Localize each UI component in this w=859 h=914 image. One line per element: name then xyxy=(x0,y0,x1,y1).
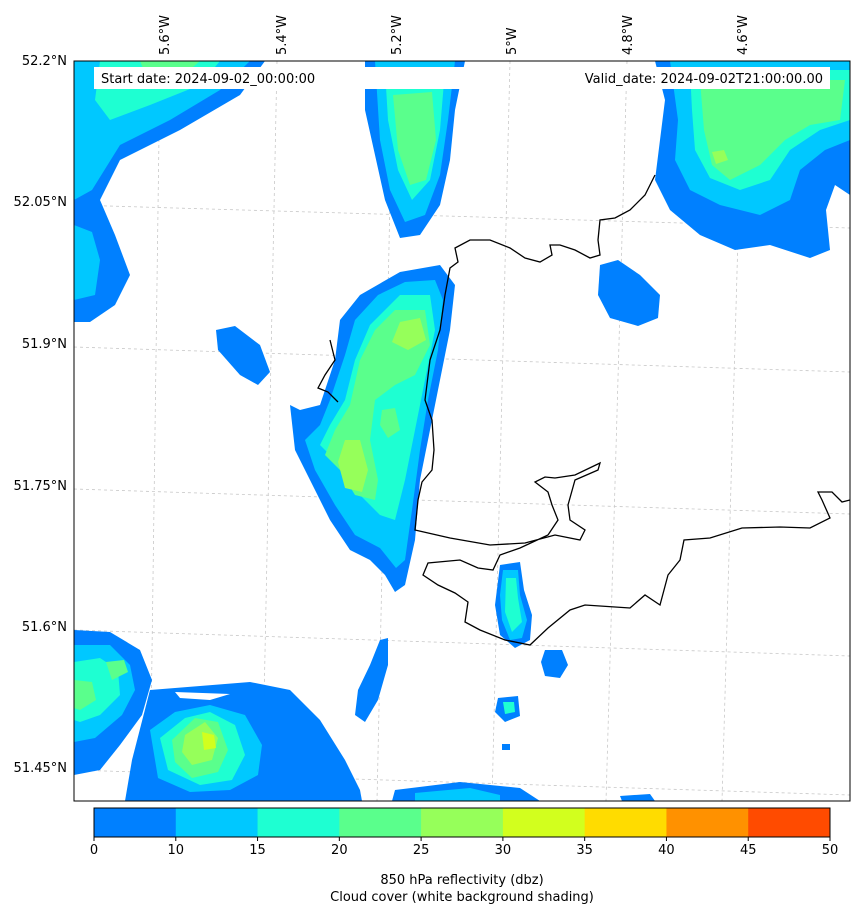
reflectivity-cell-east xyxy=(598,260,660,326)
longitude-ticks: 5.6°W 5.4°W 5.2°W 5°W 4.8°W 4.6°W xyxy=(158,15,751,55)
reflectivity-column-south xyxy=(495,562,568,750)
colorbar-bins xyxy=(94,808,831,837)
lon-tick-label: 4.8°W xyxy=(621,15,636,55)
colorbar-tick-label: 35 xyxy=(576,843,593,858)
latitude-ticks: 52.2°N 52.05°N 51.9°N 51.75°N 51.6°N 51.… xyxy=(14,54,67,776)
colorbar-bin xyxy=(257,808,340,837)
colorbar-bin xyxy=(502,808,586,837)
lon-tick-label: 5.4°W xyxy=(275,15,290,55)
colorbar-sublabel: Cloud cover (white background shading) xyxy=(330,890,594,905)
lon-tick-label: 5°W xyxy=(505,27,520,55)
reflectivity-cell-north xyxy=(365,61,465,238)
colorbar-tick-label: 40 xyxy=(658,843,675,858)
reflectivity-band-central xyxy=(290,265,455,592)
colorbar-tick-label: 25 xyxy=(413,843,430,858)
colorbar-ticks: 0 10 15 20 25 30 35 40 45 50 xyxy=(90,837,838,858)
reflectivity-cell-west xyxy=(216,326,270,385)
colorbar-frame xyxy=(93,807,831,838)
colorbar-tick-label: 20 xyxy=(331,843,348,858)
colorbar-bin xyxy=(666,808,749,837)
colorbar-bin xyxy=(175,808,259,837)
colorbar-bin xyxy=(584,808,667,837)
reflectivity-cell-south xyxy=(125,682,655,801)
colorbar-tick-label: 50 xyxy=(822,843,839,858)
colorbar-tick-label: 15 xyxy=(249,843,266,858)
valid-date-label: Valid_date: 2024-09-02T21:00:00.00 xyxy=(585,72,823,87)
map-frame xyxy=(73,60,851,802)
colorbar-tick-label: 45 xyxy=(740,843,757,858)
colorbar: 0 10 15 20 25 30 35 40 45 50 850 hPa reflectivity… xyxy=(90,807,838,905)
colorbar-bin xyxy=(421,808,504,837)
reflectivity-cell-northeast xyxy=(655,61,850,258)
valid-date-box: Valid_date: 2024-09-02T21:00:00.00 xyxy=(530,67,830,89)
start-date-box: Start date: 2024-09-02_00:00:00 xyxy=(94,67,472,89)
coastline xyxy=(317,174,850,646)
colorbar-label: 850 hPa reflectivity (dbz) xyxy=(380,873,543,888)
lon-tick-label: 4.6°W xyxy=(736,15,751,55)
colorbar-bin xyxy=(339,808,422,837)
lon-tick-label: 5.6°W xyxy=(158,15,173,55)
lat-tick-label: 51.75°N xyxy=(14,479,67,494)
colorbar-bin xyxy=(94,808,177,837)
lon-tick-label: 5.2°W xyxy=(390,15,405,55)
colorbar-tick-label: 30 xyxy=(495,843,512,858)
colorbar-bin xyxy=(748,808,831,837)
map-panel xyxy=(74,61,850,801)
colorbar-tick-label: 0 xyxy=(90,843,98,858)
lat-tick-label: 51.45°N xyxy=(14,761,67,776)
start-date-label: Start date: 2024-09-02_00:00:00 xyxy=(101,72,315,87)
colorbar-tick-label: 10 xyxy=(168,843,185,858)
lat-tick-label: 52.2°N xyxy=(22,54,67,69)
reflectivity-cell-southwest xyxy=(74,630,152,775)
lat-tick-label: 51.6°N xyxy=(22,620,67,635)
reflectivity-streak xyxy=(355,638,388,722)
lat-tick-label: 52.05°N xyxy=(14,195,67,210)
lat-tick-label: 51.9°N xyxy=(22,337,67,352)
